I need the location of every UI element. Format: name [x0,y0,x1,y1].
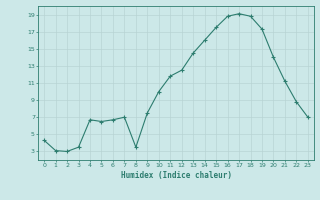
X-axis label: Humidex (Indice chaleur): Humidex (Indice chaleur) [121,171,231,180]
